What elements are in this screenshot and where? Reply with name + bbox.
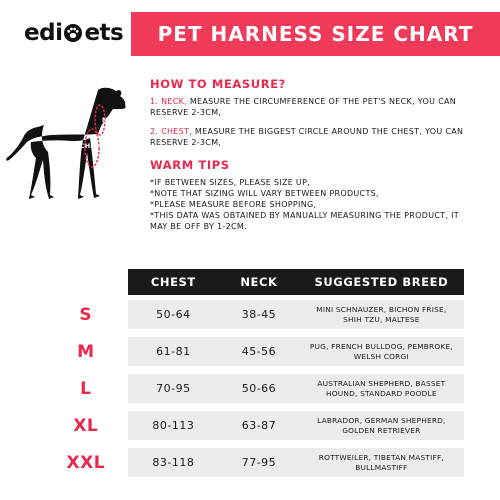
neck-measure-line: [94, 104, 106, 136]
tip-item: *IF BETWEEN SIZES, PLEASE SIZE UP,: [150, 178, 311, 187]
breed-value: MINI SCHNAUZER, BICHON FRISE, SHIH TZU, …: [298, 300, 464, 332]
breed-value: ROTTWEILER, TIBETAN MASTIFF, BULLMASTIFF: [298, 448, 464, 480]
size-label: XXL: [44, 448, 128, 480]
dog-ear: [99, 88, 107, 106]
neck-column-header: NECK: [219, 269, 299, 295]
table-row: M 61-81 45-56 PUG, FRENCH BULLDOG, PEMBR…: [44, 337, 464, 369]
neck-value: 63-87: [219, 411, 299, 443]
neck-instruction-label: 1. NECK,: [150, 97, 187, 106]
chest-column-header: CHEST: [127, 269, 220, 295]
neck-value: 50-66: [219, 374, 299, 406]
warm-tips-heading: WARM TIPS: [150, 158, 230, 172]
page-title: PET HARNESS SIZE CHART: [157, 22, 474, 46]
chest-instruction-text: MEASURE THE BIGGEST CIRCLE AROUND THE CH…: [150, 127, 464, 147]
brand-name-part-2: ets: [84, 20, 124, 46]
size-label: M: [44, 337, 128, 369]
brand-name-part-1: edi: [24, 20, 63, 46]
neck-instruction: 1. NECK, MEASURE THE CIRCUMFERENCE OF TH…: [150, 96, 470, 118]
size-column-header: [44, 269, 128, 295]
chest-measure-line: [84, 128, 100, 168]
table-header-row: CHEST NECK SUGGESTED BREED: [44, 269, 464, 295]
size-label: S: [44, 300, 128, 332]
chest-value: 50-64: [127, 300, 220, 332]
table-row: L 70-95 50-66 AUSTRALIAN SHEPHERD, BASSE…: [44, 374, 464, 406]
brand-logo: edi ets: [24, 16, 124, 50]
breed-column-header: SUGGESTED BREED: [298, 269, 464, 295]
chest-value: 70-95: [127, 374, 220, 406]
neck-label: NECK: [102, 116, 123, 124]
size-label: L: [44, 374, 128, 406]
instructions-panel: HOW TO MEASURE? 1. NECK, MEASURE THE CIR…: [150, 77, 470, 232]
breed-value: AUSTRALIAN SHEPHERD, BASSET HOUND, STAND…: [298, 374, 464, 406]
tip-item: *NOTE THAT SIZING WILL VARY BETWEEN PROD…: [150, 189, 379, 198]
chest-label: CHEST: [80, 142, 104, 150]
size-chart-table: CHEST NECK SUGGESTED BREED S 50-64 38-45…: [44, 264, 464, 485]
tip-item: *PLEASE MEASURE BEFORE SHOPPING,: [150, 200, 317, 209]
breed-value: PUG, FRENCH BULLDOG, PEMBROKE, WELSH COR…: [298, 337, 464, 369]
chest-instruction: 2. CHEST, MEASURE THE BIGGEST CIRCLE ARO…: [150, 126, 470, 148]
chest-instruction-label: 2. CHEST,: [150, 127, 193, 136]
chest-value: 80-113: [127, 411, 220, 443]
dog-silhouette-illustration: NECK CHEST: [6, 87, 126, 199]
how-to-measure-heading: HOW TO MEASURE?: [150, 77, 286, 91]
table-row: XL 80-113 63-87 LABRADOR, GERMAN SHEPHER…: [44, 411, 464, 443]
breed-value: LABRADOR, GERMAN SHEPHERD, GOLDEN RETRIE…: [298, 411, 464, 443]
paw-icon: [64, 24, 83, 42]
neck-instruction-text: MEASURE THE CIRCUMFERENCE OF THE PET'S N…: [150, 97, 457, 117]
chest-value: 83-118: [127, 448, 220, 480]
size-label: XL: [44, 411, 128, 443]
table-row: XXL 83-118 77-95 ROTTWEILER, TIBETAN MAS…: [44, 448, 464, 480]
chest-value: 61-81: [127, 337, 220, 369]
dog-body: [6, 87, 126, 199]
neck-value: 77-95: [219, 448, 299, 480]
neck-value: 45-56: [219, 337, 299, 369]
title-banner: PET HARNESS SIZE CHART: [131, 12, 500, 56]
table-row: S 50-64 38-45 MINI SCHNAUZER, BICHON FRI…: [44, 300, 464, 332]
neck-value: 38-45: [219, 300, 299, 332]
tip-item: *THIS DATA WAS OBTAINED BY MANUALLY MEAS…: [150, 211, 459, 231]
